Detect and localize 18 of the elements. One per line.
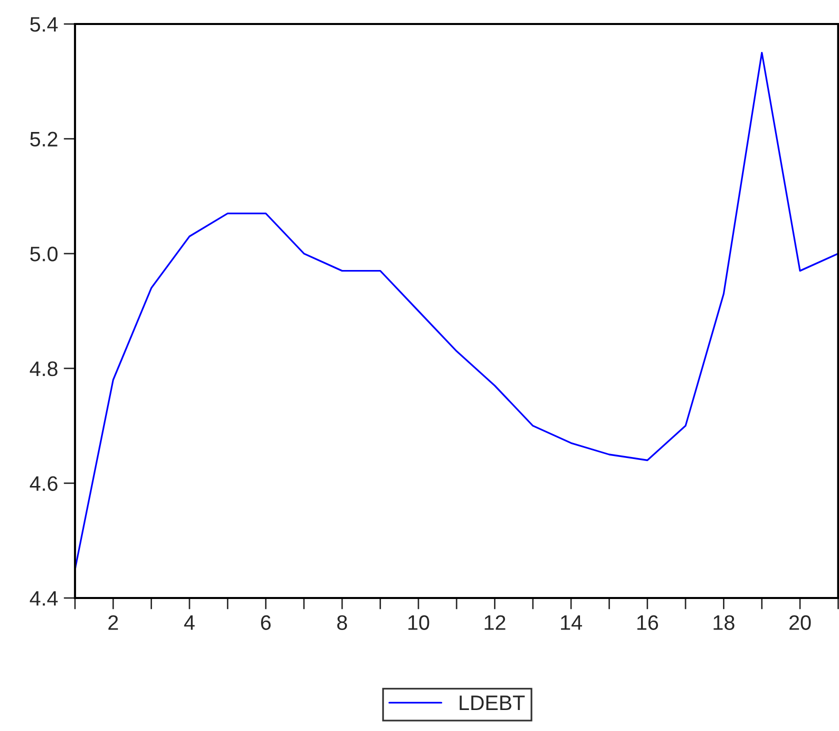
x-tick-label: 16 [637,615,658,630]
x-tick-label: 14 [561,615,582,630]
x-tick-label: 12 [484,615,506,630]
x-tick-label: 6 [261,615,271,630]
y-tick-label: 5.2 [30,132,58,147]
y-tick-label: 4.4 [30,591,58,606]
y-tick-label: 4.6 [30,476,58,491]
x-tick-label: 2 [108,615,118,630]
y-tick-label: 5.0 [30,246,58,262]
x-tick-label: 10 [408,615,430,630]
x-tick-label: 4 [184,615,195,630]
line-series [75,52,838,570]
y-tick-label: 4.8 [30,361,58,376]
x-tick-label: 20 [789,615,811,630]
y-tick-label: 5.4 [30,17,58,32]
legend-label: LDEBT [460,696,525,710]
x-tick-label: 8 [337,615,347,630]
x-tick-label: 18 [714,615,734,630]
